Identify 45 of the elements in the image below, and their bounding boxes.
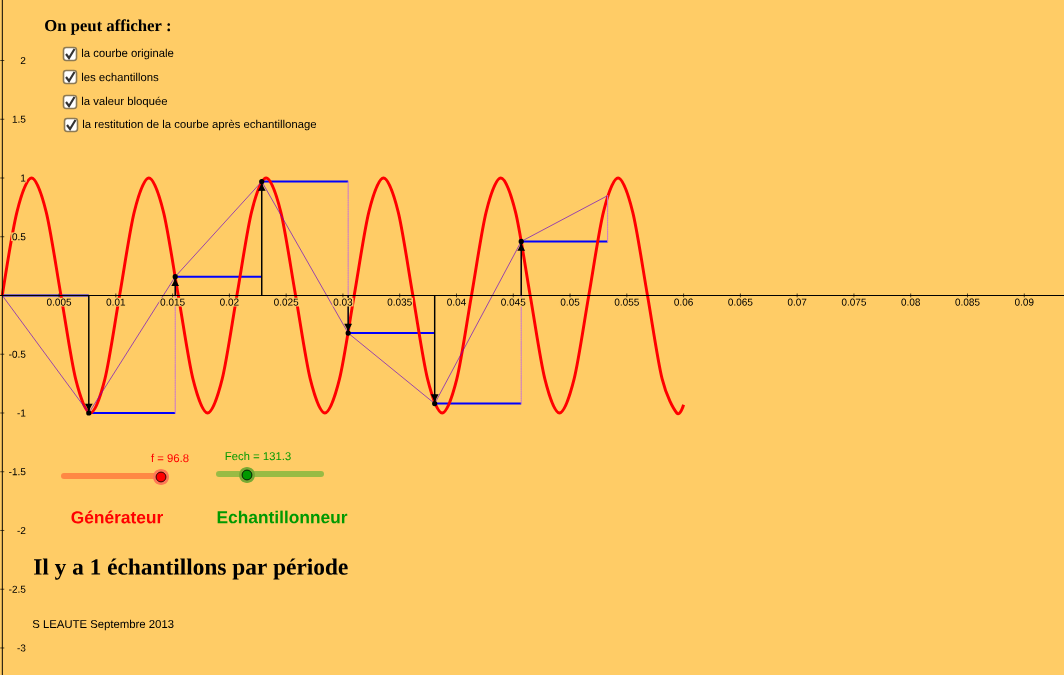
x-tick-label: 0.055 — [614, 298, 639, 306]
point — [172, 274, 178, 280]
y-tick-label: -2.5 — [9, 585, 26, 593]
x-tick-label: 0.005 — [46, 298, 72, 306]
x-tick-label: 0.075 — [841, 298, 867, 306]
x-tick-label: 0.08 — [901, 298, 920, 306]
x-tick-label: 0.015 — [160, 298, 185, 306]
x-tick-label: 0.09 — [1014, 298, 1034, 306]
annotation: la valeur bloquée — [82, 96, 168, 108]
annotation: la courbe originale — [82, 48, 174, 60]
y-tick-label: -1 — [17, 409, 26, 417]
y-tick-label: 1 — [21, 174, 26, 182]
x-tick-label: 0.06 — [674, 298, 693, 306]
x-tick-label: 0.04 — [447, 298, 466, 306]
x-tick-label: 0.045 — [501, 298, 526, 306]
y-tick-label: -2 — [17, 526, 26, 534]
point — [86, 410, 92, 416]
y-tick-label: -0.5 — [9, 350, 26, 358]
point — [259, 178, 265, 185]
x-tick-label: 0.035 — [387, 298, 412, 306]
annotation: la restitution de la courbe après echantillonage — [83, 119, 317, 131]
x-tick-label: 0.025 — [274, 298, 299, 306]
annotation: Echantillonneur — [217, 510, 348, 524]
x-tick-label: 0.03 — [333, 298, 353, 306]
y-tick-label: 1.5 — [12, 115, 26, 123]
point — [518, 238, 524, 245]
annotation: Il y a 1 échantillons par période — [34, 558, 348, 580]
annotation: Fech = 131.3 — [225, 451, 291, 461]
y-tick-label: 2 — [20, 57, 26, 64]
annotation: f = 96.8 — [151, 453, 189, 463]
y-tick-label: 0.5 — [12, 233, 26, 241]
annotation: S LEAUTE Septembre 2013 — [32, 619, 174, 631]
annotation: les echantillons — [82, 72, 159, 82]
y-tick-label: -3 — [17, 644, 26, 652]
x-tick-label: 0.065 — [728, 298, 753, 306]
y-tick-label: -1.5 — [9, 468, 26, 476]
x-tick-label: 0.01 — [106, 298, 126, 306]
point — [345, 330, 351, 336]
x-tick-label: 0.02 — [220, 298, 239, 306]
x-tick-label: 0.07 — [787, 298, 807, 306]
annotation: Générateur — [71, 510, 163, 524]
x-tick-label: 0.05 — [560, 298, 580, 306]
annotation: On peut afficher : — [45, 19, 171, 35]
x-tick-label: 0.085 — [955, 298, 980, 306]
point — [432, 400, 438, 407]
